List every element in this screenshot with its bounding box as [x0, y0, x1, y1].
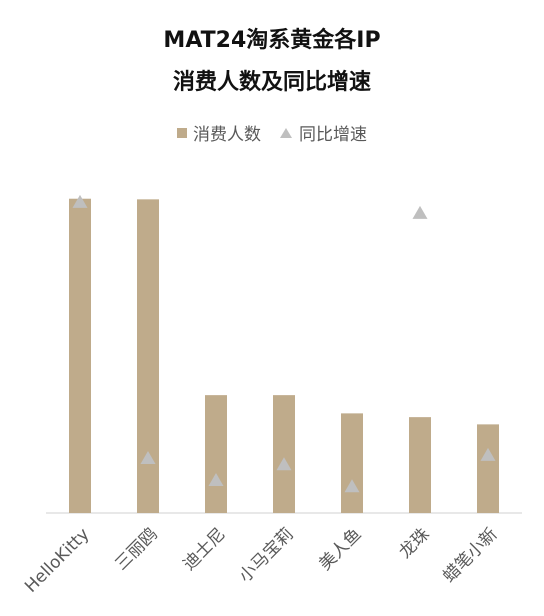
- x-tick-label-3: 小马宝莉: [235, 524, 297, 586]
- x-tick-label-0: HelloKitty: [21, 524, 93, 596]
- bar-5: [409, 417, 431, 513]
- x-tick-label-4: 美人鱼: [315, 524, 365, 574]
- growth-marker-5: [413, 206, 428, 219]
- bar-6: [477, 424, 499, 513]
- bar-1: [137, 199, 159, 513]
- x-tick-label-5: 龙珠: [395, 524, 433, 562]
- x-tick-label-1: 三丽鸥: [111, 524, 161, 574]
- bar-3: [273, 395, 295, 513]
- bar-0: [69, 199, 91, 513]
- x-tick-label-6: 蜡笔小新: [439, 524, 501, 586]
- bar-4: [341, 413, 363, 513]
- x-tick-label-2: 迪士尼: [179, 524, 229, 574]
- bar-2: [205, 395, 227, 513]
